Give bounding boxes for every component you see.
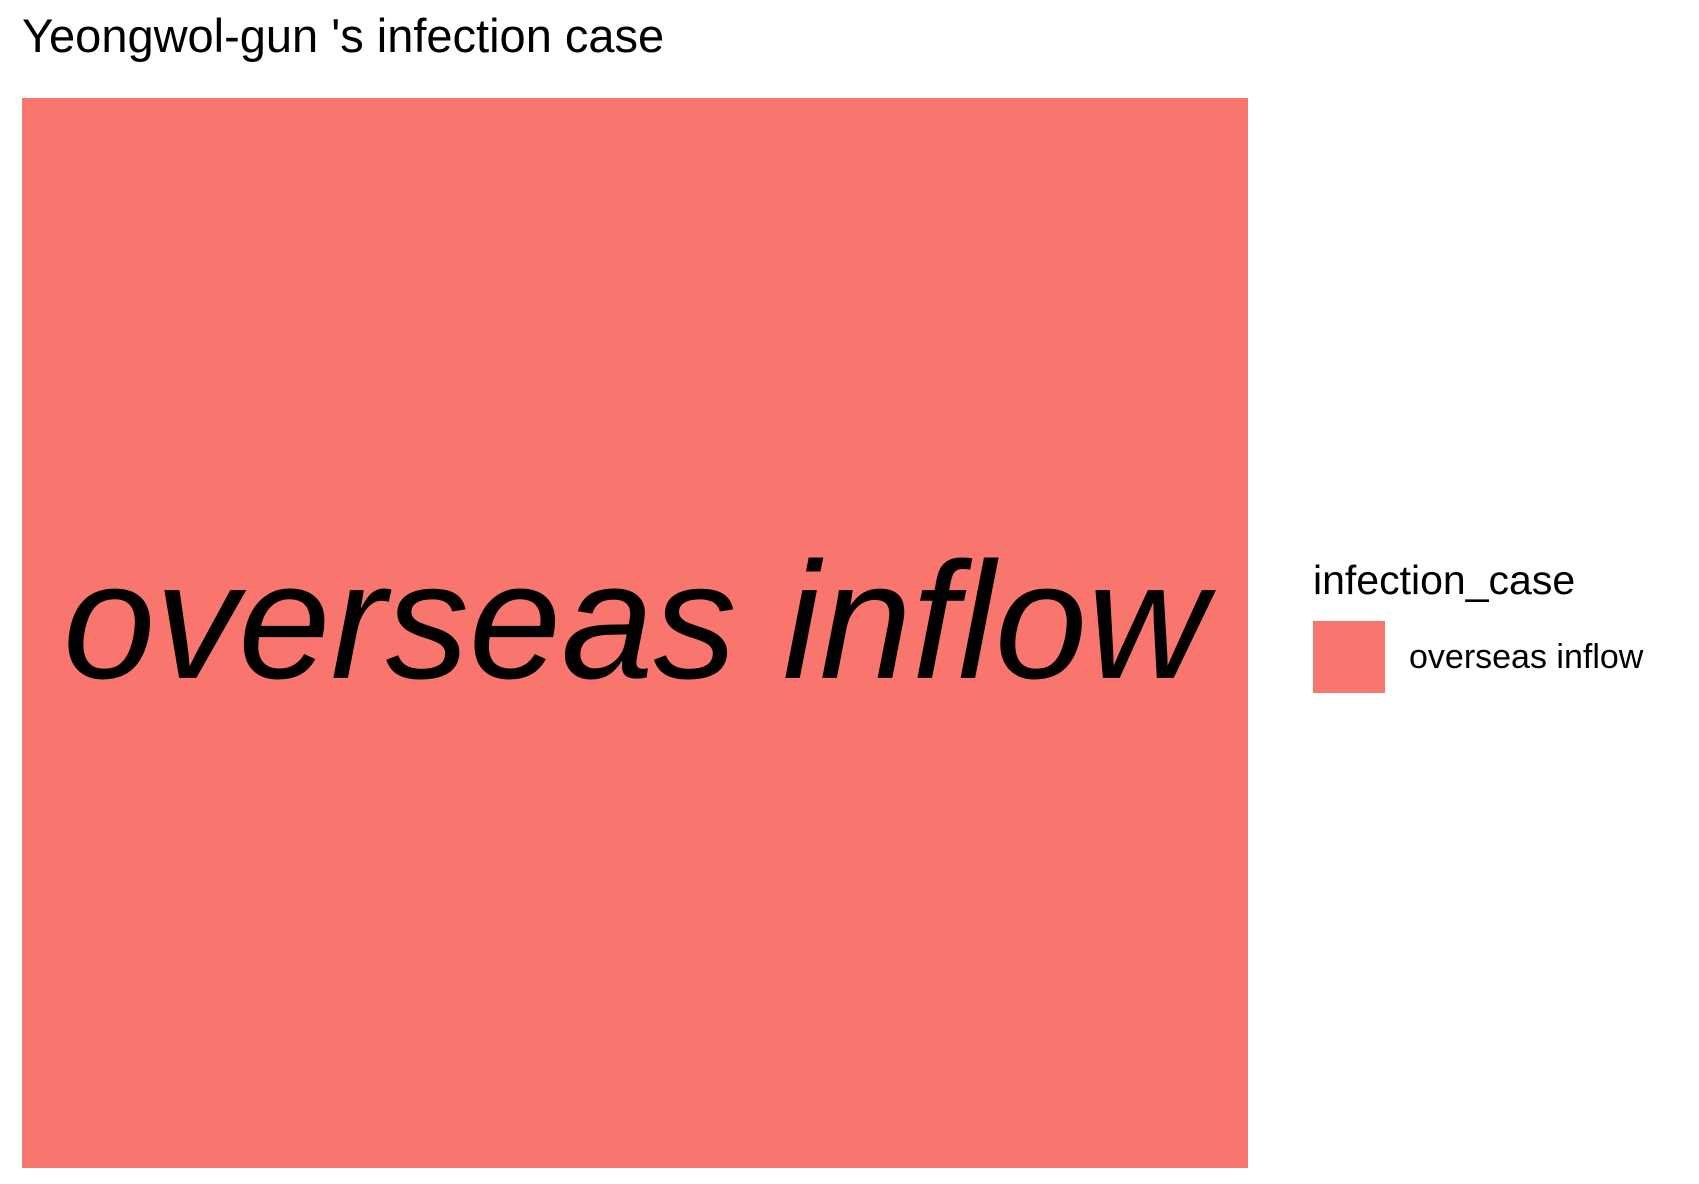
treemap-tile-label-0: overseas inflow (63, 529, 1216, 714)
legend: infection_case overseas inflow (1313, 560, 1643, 693)
chart-title: Yeongwol-gun 's infection case (22, 9, 665, 62)
legend-entry: overseas inflow (1313, 621, 1643, 693)
legend-label: overseas inflow (1409, 637, 1644, 676)
legend-key-swatch (1313, 621, 1385, 693)
legend-title: infection_case (1313, 557, 1576, 603)
treemap-tile-0 (22, 98, 1248, 1168)
